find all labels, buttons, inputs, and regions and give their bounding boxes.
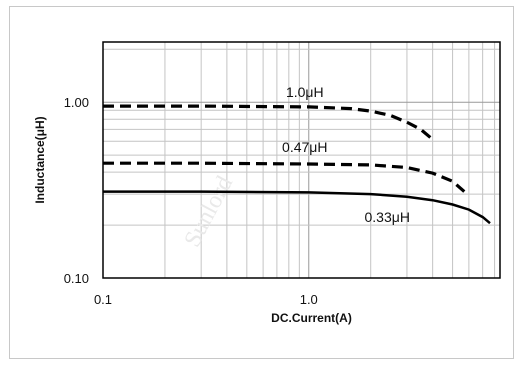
y-tick-label: 0.10 xyxy=(64,271,89,286)
series-line-0 xyxy=(103,104,432,139)
grid-lines xyxy=(103,42,500,278)
series-line-1 xyxy=(103,161,466,193)
plot-border xyxy=(102,41,501,279)
series-labels: 1.0μH 0.47μH 0.33μH xyxy=(282,84,410,225)
series-label-2: 0.33μH xyxy=(365,209,410,225)
x-tick-labels: 0.1 1.0 xyxy=(94,292,318,307)
series-line-2 xyxy=(103,190,491,225)
y-tick-label: 1.00 xyxy=(64,95,89,110)
y-axis-title: Inductance(μH) xyxy=(33,116,47,203)
series-label-0: 1.0μH xyxy=(286,84,324,100)
x-tick-label: 1.0 xyxy=(300,292,318,307)
plot-area xyxy=(103,42,500,278)
series-label-1: 0.47μH xyxy=(282,139,327,155)
x-tick-label: 0.1 xyxy=(94,292,112,307)
series-lines xyxy=(103,104,491,225)
x-axis-title: DC.Current(A) xyxy=(271,311,352,325)
y-tick-labels: 0.10 1.00 xyxy=(64,95,89,286)
